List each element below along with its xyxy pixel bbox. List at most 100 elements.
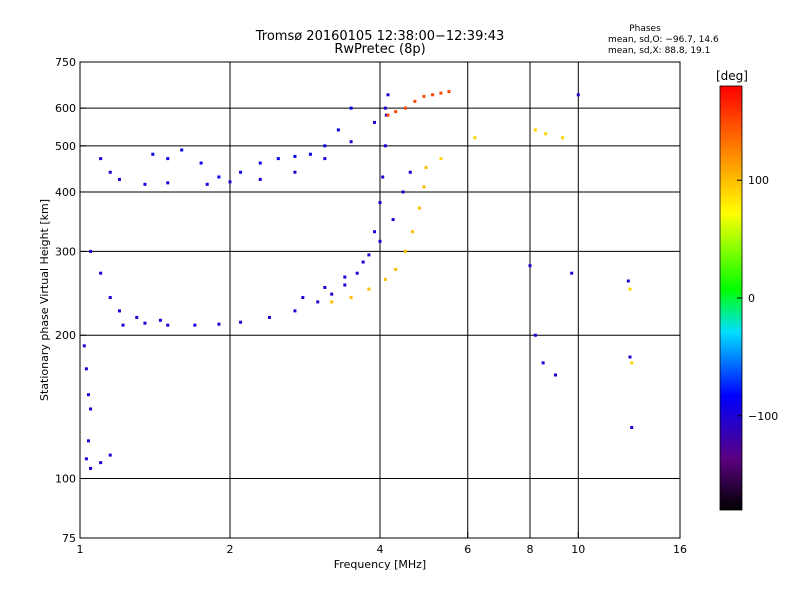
data-point [394,267,398,271]
data-point [117,309,121,313]
y-tick-label: 200 [55,329,76,342]
data-point [108,170,112,174]
x-axis-label: Frequency [MHz] [334,558,426,571]
data-point [349,296,353,300]
data-point [439,157,443,161]
data-point [308,152,312,156]
data-point [86,393,90,397]
data-point [431,93,435,97]
data-point [258,177,262,181]
data-point [576,93,580,97]
data-point [553,373,557,377]
data-point [367,253,371,257]
data-point [373,230,377,234]
data-point [544,132,548,136]
data-point [199,161,203,165]
data-point [422,185,426,189]
data-point [239,320,243,324]
y-tick-label: 400 [55,186,76,199]
x-tick-label: 1 [77,543,84,556]
data-point [386,93,390,97]
data-point [439,91,443,95]
data-point [135,315,139,319]
data-point [561,136,565,140]
data-point [84,367,88,371]
data-point [630,361,634,365]
data-point [373,120,377,124]
data-point [367,287,371,291]
stats-line-x: mean, sd,X: 88.8, 19.1 [608,46,710,56]
data-point [411,230,415,234]
data-point [349,140,353,144]
x-tick-label: 4 [377,543,384,556]
data-point [180,148,184,152]
colorbar-tick-label: 100 [748,174,769,187]
x-tick-label: 2 [227,543,234,556]
data-point [408,170,412,174]
data-point [403,106,407,110]
data-point [293,170,297,174]
data-point [89,407,93,411]
data-point [166,323,170,327]
data-point [143,182,147,186]
data-point [394,110,398,114]
colorbar-label: [deg] [716,69,748,83]
colorbar-tick-label: 0 [748,292,755,305]
data-point [383,106,387,110]
data-point [217,175,221,179]
data-point [166,181,170,185]
data-point [336,128,340,132]
y-tick-label: 75 [62,532,76,545]
data-point [193,323,197,327]
stats-line-o: mean, sd,O: −96.7, 14.6 [608,35,719,45]
data-point [205,182,209,186]
y-tick-label: 300 [55,245,76,258]
data-point [383,277,387,281]
data-point [89,249,93,253]
data-point [117,177,121,181]
data-point [383,144,387,148]
x-tick-label: 16 [673,543,687,556]
data-point [239,170,243,174]
data-point [158,318,162,322]
data-point [316,300,320,304]
data-point [84,457,88,461]
y-axis-label: Stationary phase Virtual Height [km] [38,199,51,401]
data-point [86,439,90,443]
data-point [541,361,545,365]
data-point [228,180,232,184]
data-point [108,453,112,457]
y-tick-label: 100 [55,473,76,486]
colorbar-tick-label: −100 [748,410,778,423]
data-point [413,99,417,103]
data-point [301,296,305,300]
data-point [343,283,347,287]
data-point [417,206,421,210]
data-point [403,249,407,253]
data-point [323,144,327,148]
x-tick-label: 8 [527,543,534,556]
x-tick-label: 10 [571,543,585,556]
data-point [424,166,428,170]
data-point [628,287,632,291]
data-point [143,321,147,325]
data-point [82,344,86,348]
data-point [258,161,262,165]
data-point [323,157,327,161]
chart-subtitle: RwPretec (8p) [334,42,425,57]
data-point [166,157,170,161]
data-point [384,113,388,117]
data-point [361,260,365,264]
data-point [422,94,426,98]
data-point [626,279,630,283]
data-point [473,136,477,140]
y-tick-label: 600 [55,102,76,115]
data-point [267,315,271,319]
data-point [293,309,297,313]
data-point [355,271,359,275]
data-point [447,90,451,94]
data-point [630,425,634,429]
data-point [89,466,93,470]
data-point [378,201,382,205]
